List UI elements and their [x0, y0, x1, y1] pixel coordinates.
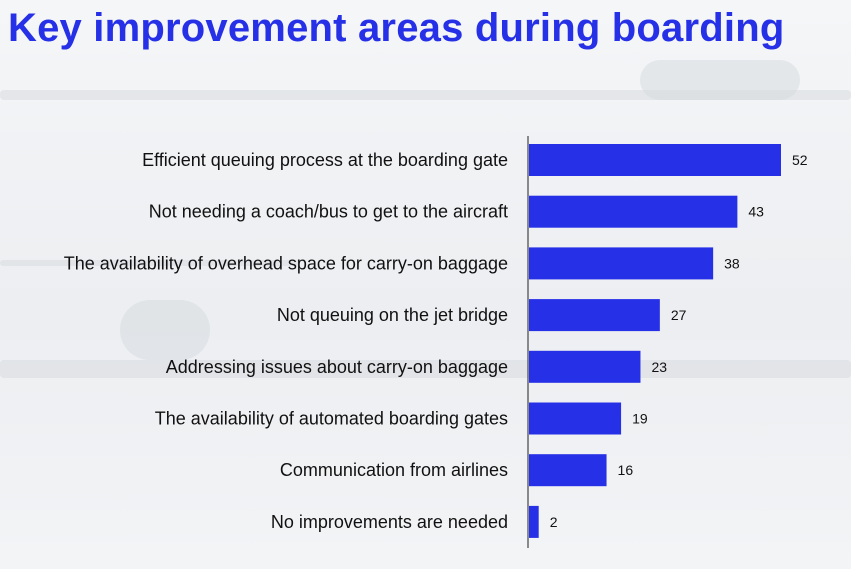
category-label: Not queuing on the jet bridge [277, 305, 508, 325]
value-label: 43 [748, 204, 764, 220]
category-label: The availability of overhead space for c… [64, 253, 508, 273]
category-label: Addressing issues about carry-on baggage [166, 357, 508, 377]
page-title: Key improvement areas during boarding [8, 6, 785, 50]
bar [529, 195, 738, 228]
bar [529, 402, 622, 435]
bar [529, 505, 539, 538]
bar [529, 454, 607, 487]
bg-structure-1 [0, 90, 851, 100]
category-label: Efficient queuing process at the boardin… [142, 150, 508, 170]
bg-structure-5 [640, 60, 800, 100]
bg-structure-3 [120, 300, 210, 360]
value-label: 27 [671, 307, 687, 323]
category-label: No improvements are needed [271, 512, 508, 532]
bg-structure-2 [0, 260, 300, 266]
category-label: The availability of automated boarding g… [155, 409, 508, 429]
bar [529, 350, 641, 383]
category-label: Communication from airlines [280, 460, 508, 480]
value-label: 52 [792, 152, 808, 168]
bar [529, 247, 714, 280]
bar [529, 299, 660, 332]
value-label: 38 [724, 255, 740, 271]
category-label: Not needing a coach/bus to get to the ai… [149, 202, 508, 222]
value-label: 16 [618, 462, 634, 478]
bar [529, 144, 781, 176]
value-label: 2 [550, 514, 558, 530]
value-label: 19 [632, 411, 648, 427]
value-label: 23 [651, 359, 667, 375]
